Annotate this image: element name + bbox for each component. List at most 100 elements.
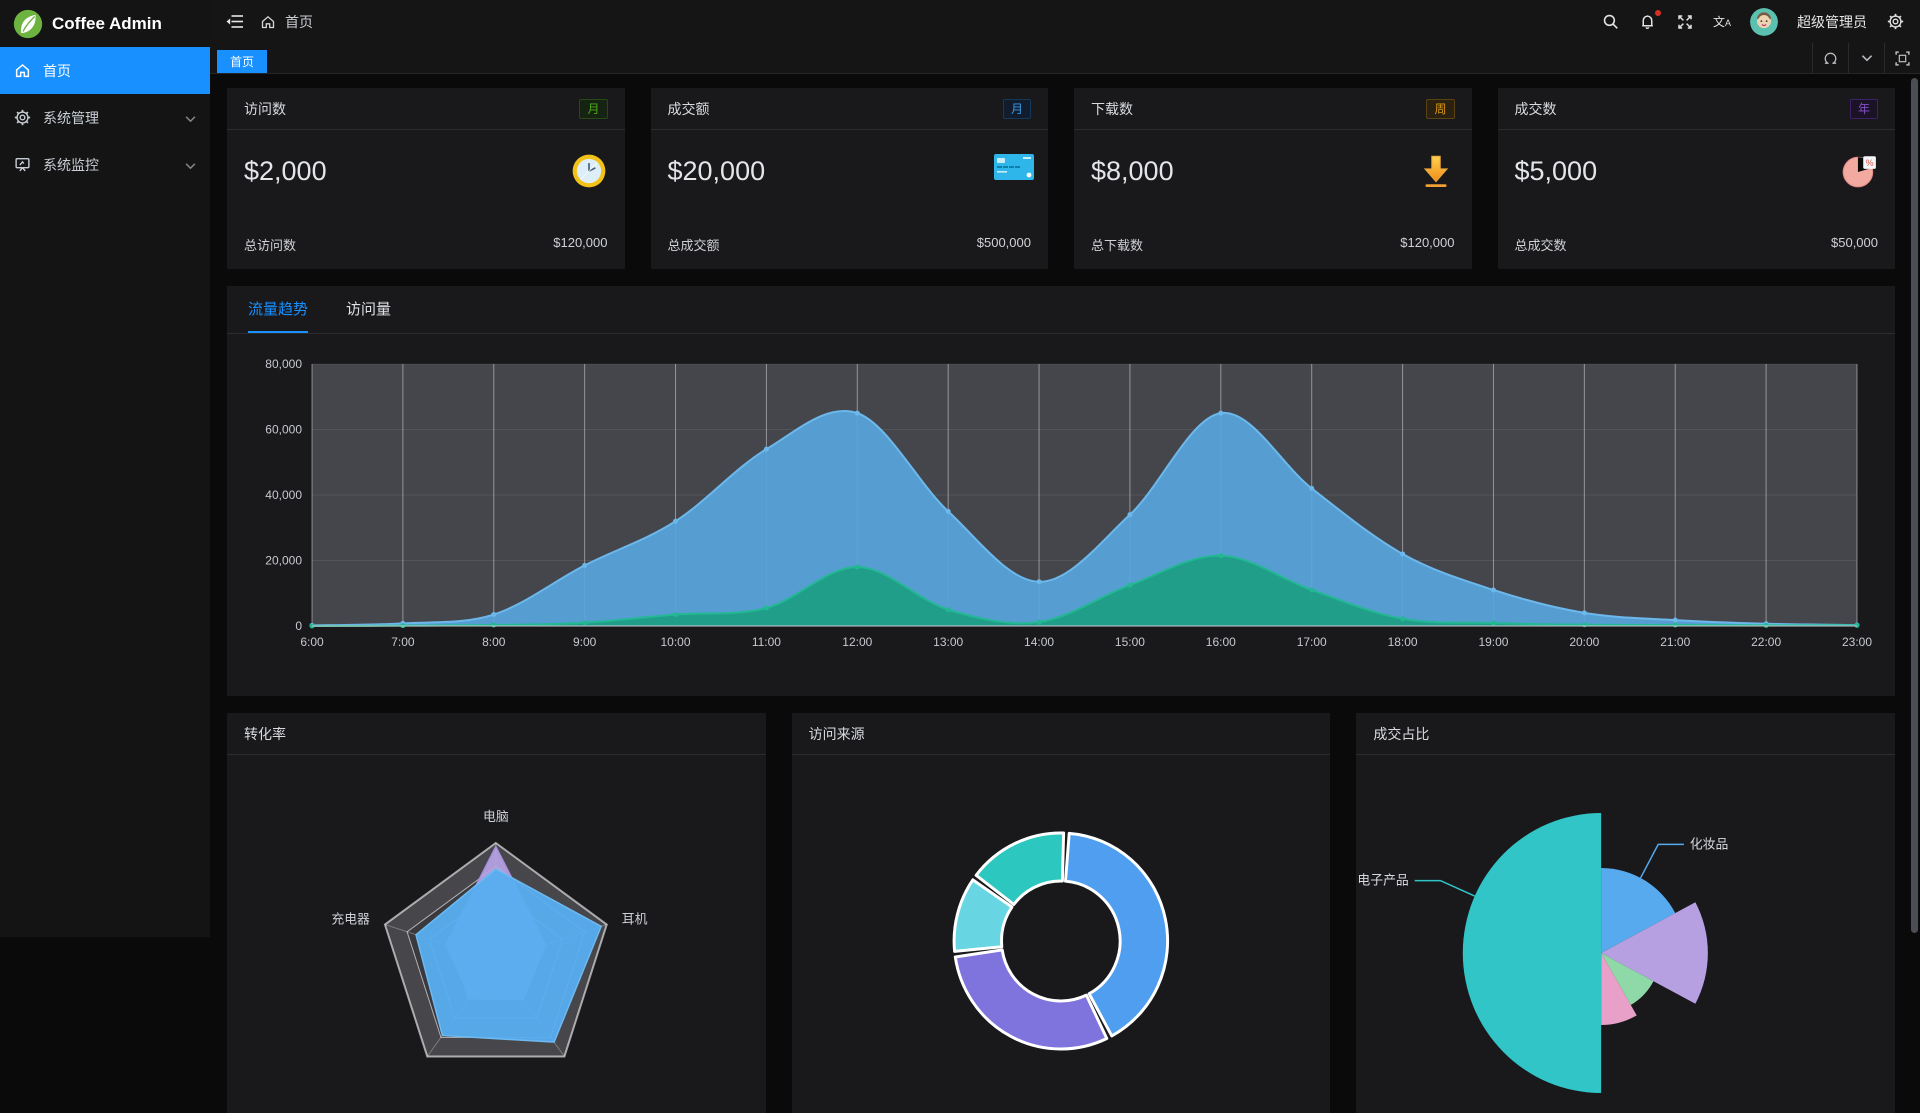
svg-text:10:00: 10:00: [661, 635, 691, 649]
svg-text:电脑: 电脑: [483, 809, 509, 824]
tab-home[interactable]: 首页: [217, 49, 268, 73]
bell-icon[interactable]: [1639, 9, 1661, 31]
main-content: 访问数 月 $2,000: [210, 75, 1920, 1113]
svg-text:21:00: 21:00: [1660, 635, 1690, 649]
stat-footer-value: $120,000: [1400, 235, 1455, 250]
stat-value: $2,000: [244, 155, 327, 186]
svg-text:%: %: [1866, 158, 1874, 168]
svg-text:80,000: 80,000: [265, 357, 302, 371]
svg-text:0: 0: [295, 619, 302, 633]
stat-footer-value: $120,000: [553, 235, 608, 250]
top-navbar: 首页 文A: [210, 0, 1920, 43]
fullscreen-icon[interactable]: [1676, 13, 1694, 31]
sidebar-item-system-monitor[interactable]: 系统监控: [0, 141, 210, 188]
stat-footer-label: 总成交数: [1514, 238, 1567, 253]
sidebar-item-label: 系统监控: [43, 156, 99, 173]
stat-cards-row: 访问数 月 $2,000: [227, 88, 1895, 269]
tab-visit-volume[interactable]: 访问量: [346, 301, 392, 318]
stat-card-title: 下载数: [1091, 100, 1133, 117]
svg-text:23:00: 23:00: [1842, 635, 1872, 649]
chevron-down-icon[interactable]: [1848, 43, 1884, 73]
stat-footer-value: $500,000: [976, 235, 1031, 250]
page-tabbar: 首页: [210, 43, 1920, 74]
refresh-icon[interactable]: [1812, 43, 1848, 73]
page-scrollbar[interactable]: [1911, 78, 1918, 933]
svg-text:18:00: 18:00: [1388, 635, 1418, 649]
home-icon: [259, 13, 277, 31]
notification-dot: [1654, 9, 1661, 16]
stat-footer-label: 总下载数: [1091, 238, 1144, 253]
stat-card-visits: 访问数 月 $2,000: [227, 88, 625, 269]
svg-text:6:00: 6:00: [300, 635, 324, 649]
search-icon[interactable]: [1602, 13, 1620, 31]
svg-text:13:00: 13:00: [933, 635, 963, 649]
stat-card-downloads: 下载数 周 $8,000 总下载数: [1074, 88, 1472, 269]
maximize-icon[interactable]: [1884, 43, 1920, 73]
visit-source-card: 访问来源: [791, 713, 1331, 1113]
period-badge: 周: [1426, 98, 1455, 119]
stat-footer-value: $50,000: [1831, 235, 1878, 250]
stat-value: $20,000: [667, 155, 766, 186]
user-name[interactable]: 超级管理员: [1797, 13, 1867, 30]
svg-text:14:00: 14:00: [1024, 635, 1054, 649]
translate-icon[interactable]: 文A: [1712, 14, 1731, 29]
breadcrumb-label: 首页: [285, 13, 313, 30]
svg-text:12:00: 12:00: [842, 635, 872, 649]
clock-icon: [570, 152, 608, 190]
settings-gear-icon[interactable]: [1886, 13, 1904, 31]
svg-text:11:00: 11:00: [752, 635, 781, 649]
sidebar: Coffee Admin 首页 系统管理: [0, 0, 210, 937]
coffee-admin-logo-icon: [13, 9, 43, 39]
avatar[interactable]: [1750, 7, 1778, 36]
svg-text:8:00: 8:00: [482, 635, 506, 649]
gear-icon: [14, 109, 31, 126]
tab-traffic-trend[interactable]: 流量趋势: [248, 286, 309, 333]
monitor-icon: [14, 156, 31, 173]
svg-text:15:00: 15:00: [1115, 635, 1145, 649]
stat-card-deals: 成交数 年 $5,000 % 总成交数: [1497, 88, 1895, 269]
download-icon: [1417, 152, 1455, 190]
period-badge: 月: [579, 98, 608, 119]
svg-text:充电器: 充电器: [331, 912, 370, 927]
sidebar-item-label: 首页: [43, 62, 71, 79]
stat-card-title: 成交数: [1514, 100, 1557, 117]
brand-name: Coffee Admin: [52, 13, 162, 33]
svg-text:电子产品: 电子产品: [1358, 873, 1409, 888]
menu-fold-icon[interactable]: [226, 13, 244, 31]
stat-footer-label: 总访问数: [244, 238, 297, 253]
stat-card-title: 成交额: [667, 100, 710, 117]
stat-value: $5,000: [1514, 155, 1598, 186]
stat-card-title: 访问数: [244, 100, 286, 117]
home-icon: [14, 62, 31, 79]
svg-text:40,000: 40,000: [265, 488, 302, 502]
breadcrumb[interactable]: 首页: [259, 12, 313, 32]
deal-share-card: 成交占比 化妆品电子产品: [1356, 713, 1895, 1113]
svg-text:16:00: 16:00: [1206, 635, 1236, 649]
sidebar-item-label: 系统管理: [43, 109, 99, 126]
svg-text:7:00: 7:00: [391, 635, 415, 649]
sidebar-item-home[interactable]: 首页: [0, 47, 210, 94]
trend-tabs: 流量趋势 访问量: [227, 286, 1895, 334]
card-title: 成交占比: [1373, 725, 1430, 742]
conversion-rate-card: 转化率 电脑耳机 充电器: [227, 713, 766, 1113]
sidebar-item-system-admin[interactable]: 系统管理: [0, 94, 210, 141]
svg-text:19:00: 19:00: [1478, 635, 1508, 649]
svg-text:耳机: 耳机: [622, 912, 648, 927]
bottom-cards-row: 转化率 电脑耳机 充电器 访问来源 成交占比 化妆品电子产品: [227, 713, 1895, 1113]
period-badge: 月: [1002, 98, 1031, 119]
stat-card-turnover: 成交额 月 $20,000: [650, 88, 1048, 269]
svg-text:化妆品: 化妆品: [1690, 836, 1729, 851]
svg-text:60,000: 60,000: [265, 423, 302, 437]
card-title: 访问来源: [808, 725, 865, 742]
svg-text:9:00: 9:00: [573, 635, 597, 649]
bankcard-icon: [993, 152, 1034, 190]
chevron-down-icon: [185, 110, 196, 126]
svg-text:20:00: 20:00: [1569, 635, 1599, 649]
chevron-down-icon: [185, 157, 196, 173]
stat-value: $8,000: [1091, 155, 1174, 186]
card-title: 转化率: [244, 725, 286, 742]
svg-text:20,000: 20,000: [265, 554, 302, 568]
stat-footer-label: 总成交额: [667, 238, 720, 253]
